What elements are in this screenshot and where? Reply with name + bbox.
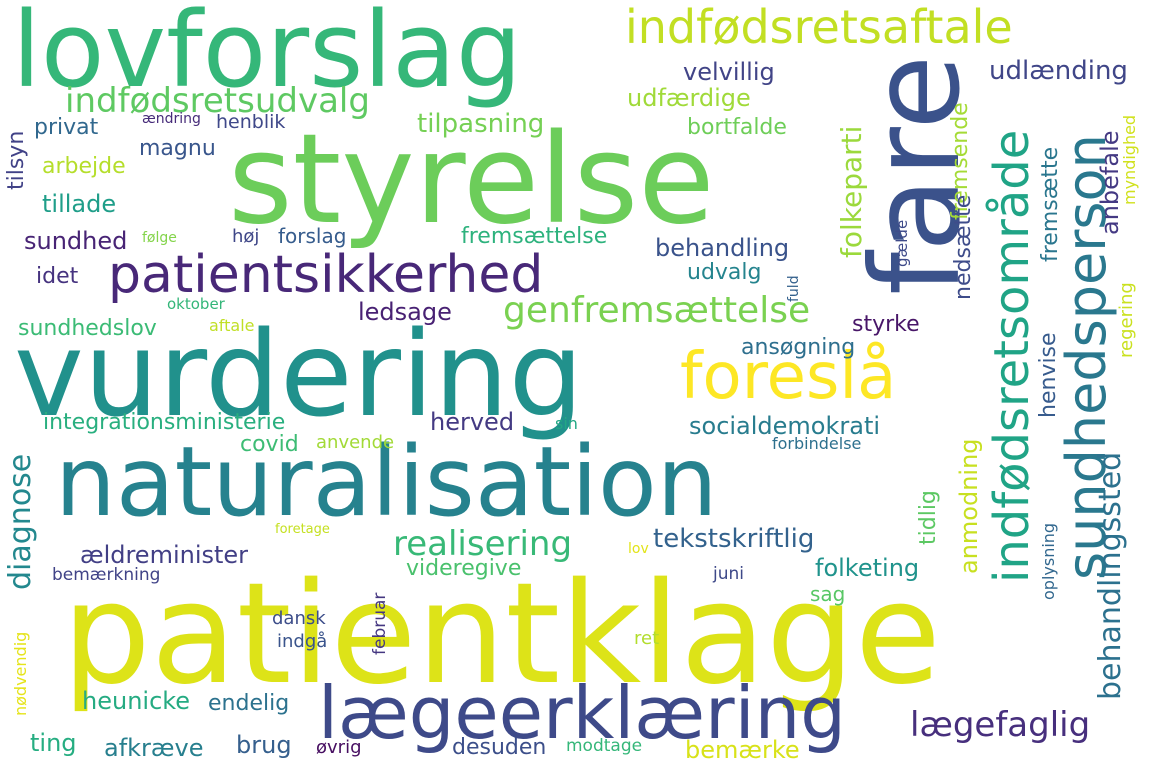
word-henblik: henblik	[216, 111, 286, 133]
word-socialdemokrati: socialdemokrati	[689, 412, 881, 440]
word-realisering: realisering	[393, 524, 573, 564]
word-fremsaettelse: fremsættelse	[461, 224, 608, 249]
word-oplysning: oplysning	[1039, 522, 1058, 600]
word-covid: covid	[240, 432, 299, 457]
word-anbefale: anbefale	[1096, 130, 1124, 235]
word-indfoedsretsudvalg: indfødsretsudvalg	[65, 81, 370, 121]
word-gaelde: gælde	[893, 219, 911, 267]
word-velvillig: velvillig	[683, 58, 775, 86]
word-myndighed: myndighed	[1120, 114, 1139, 205]
word-udfaerdige: udfærdige	[627, 84, 751, 112]
word-tilpasning: tilpasning	[417, 109, 545, 139]
word-desuden: desuden	[452, 735, 547, 760]
word-privat: privat	[34, 115, 99, 140]
word-udlaending: udlænding	[989, 56, 1128, 86]
word-videregive: videregive	[406, 556, 522, 581]
word-patientsikkerhed: patientsikkerhed	[108, 245, 544, 305]
word-sundhedslov: sundhedslov	[18, 316, 157, 341]
word-folketing: folketing	[815, 554, 920, 582]
word-anmodning: anmodning	[955, 438, 983, 574]
word-oevrig: øvrig	[316, 737, 362, 758]
word-sin: sin	[555, 414, 578, 433]
word-aftale: aftale	[209, 316, 255, 335]
word-fremsaette: fremsætte	[1038, 146, 1063, 262]
word-bemaerkning: bemærkning	[52, 565, 161, 585]
word-endelig: endelig	[208, 691, 290, 716]
word-ledsage: ledsage	[358, 298, 452, 326]
word-sundhed: sundhed	[24, 227, 128, 255]
word-patientklage: patientklage	[62, 553, 941, 716]
word-ting: ting	[30, 729, 77, 757]
word-laegefaglig: lægefaglig	[910, 705, 1091, 745]
word-nedsaette: nedsætte	[951, 194, 976, 300]
word-lov: lov	[628, 541, 649, 557]
word-tidlig: tidlig	[916, 490, 941, 545]
word-genfremsaettelse: genfremsættelse	[503, 290, 811, 331]
word-arbejde: arbejde	[42, 154, 126, 179]
word-heunicke: heunicke	[82, 687, 191, 715]
word-magnu: magnu	[139, 136, 216, 161]
word-noedvendig: nødvendig	[11, 631, 30, 716]
word-indfoedsretsaftale: indfødsretsaftale	[625, 0, 1013, 54]
word-anvende: anvende	[316, 432, 395, 453]
word-behandling: behandling	[655, 234, 790, 262]
word-juni: juni	[713, 564, 744, 584]
word-modtage: modtage	[566, 736, 643, 756]
word-sag: sag	[810, 582, 846, 606]
word-regering: regering	[1116, 282, 1137, 358]
word-bortfalde: bortfalde	[687, 115, 787, 140]
word-integrationsministerie: integrationsministerie	[43, 410, 286, 435]
word-henvise: henvise	[1036, 332, 1061, 418]
word-foreslaa: foreslå	[680, 340, 897, 414]
word-ansoegning: ansøgning	[741, 335, 856, 360]
word-foretage: foretage	[275, 522, 330, 537]
word-herved: herved	[430, 408, 515, 436]
word-ret: ret	[634, 628, 660, 649]
word-brug: brug	[236, 731, 292, 759]
word-tilsyn: tilsyn	[4, 130, 29, 190]
word-tekstskriftlig: tekstskriftlig	[653, 524, 815, 554]
word-fuld: fuld	[786, 275, 802, 302]
word-indfoedsretsomraade: indfødsretsområde	[984, 129, 1040, 583]
word-aendring: ændring	[142, 111, 201, 127]
word-dansk: dansk	[272, 608, 326, 629]
word-diagnose: diagnose	[3, 453, 38, 590]
word-tillade: tillade	[42, 190, 117, 218]
word-folkeparti: folkeparti	[835, 125, 868, 258]
word-bemaerke: bemærke	[685, 736, 800, 764]
word-behandlingssted: behandlingssted	[1093, 451, 1128, 700]
word-forbindelse: forbindelse	[772, 434, 862, 453]
word-afkraeve: afkræve	[104, 734, 204, 762]
word-styrelse: styrelse	[228, 108, 715, 252]
word-laegeerklaering: lægeerklæring	[318, 671, 846, 755]
word-udvalg: udvalg	[687, 260, 762, 285]
word-vurdering: vurdering	[14, 305, 584, 443]
word-naturalisation: naturalisation	[55, 426, 718, 538]
word-idet: idet	[36, 264, 79, 289]
word-hoej: høj	[232, 226, 260, 247]
word-foelge: følge	[142, 230, 177, 246]
word-aeldreminister: ældreminister	[80, 541, 249, 569]
word-styrke: styrke	[852, 312, 920, 337]
word-indgaa: indgå	[277, 631, 328, 652]
word-februar: februar	[370, 592, 390, 655]
word-lovforslag: lovforslag	[12, 0, 522, 111]
word-oktober: oktober	[167, 295, 225, 313]
word-forslag: forslag	[278, 224, 347, 248]
